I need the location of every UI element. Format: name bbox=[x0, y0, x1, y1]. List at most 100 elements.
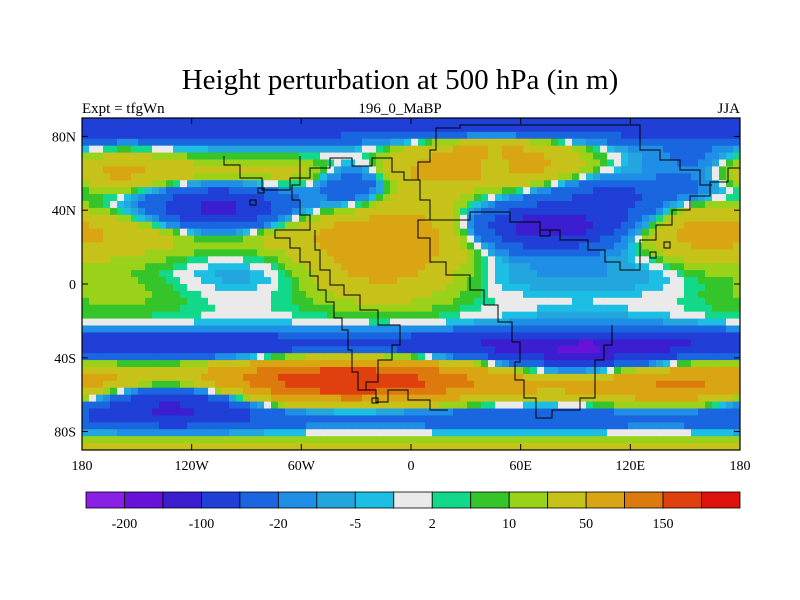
field-cell bbox=[502, 228, 510, 237]
field-cell bbox=[334, 394, 342, 403]
field-cell bbox=[306, 325, 314, 334]
field-cell bbox=[229, 408, 237, 417]
field-cell bbox=[663, 360, 671, 368]
field-cell bbox=[355, 138, 363, 147]
field-cell bbox=[376, 443, 384, 450]
field-cell bbox=[551, 394, 559, 403]
field-cell bbox=[299, 235, 307, 244]
field-cell bbox=[684, 394, 692, 403]
field-cell bbox=[131, 214, 139, 223]
field-cell bbox=[299, 304, 307, 313]
field-cell bbox=[292, 159, 300, 168]
field-cell bbox=[229, 429, 237, 437]
field-cell bbox=[670, 166, 678, 174]
field-cell bbox=[537, 270, 545, 278]
field-cell bbox=[404, 380, 412, 389]
field-cell bbox=[712, 387, 720, 396]
field-cell bbox=[89, 284, 97, 292]
field-cell bbox=[663, 249, 671, 257]
field-cell bbox=[334, 353, 342, 361]
field-cell bbox=[684, 214, 692, 223]
field-cell bbox=[124, 353, 132, 361]
field-cell bbox=[502, 145, 510, 154]
field-cell bbox=[656, 277, 664, 285]
field-cell bbox=[418, 221, 426, 230]
field-cell bbox=[341, 387, 349, 396]
field-cell bbox=[376, 152, 384, 161]
field-cell bbox=[691, 332, 699, 340]
field-cell bbox=[306, 145, 314, 154]
field-cell bbox=[453, 394, 461, 403]
field-cell bbox=[334, 325, 342, 334]
field-cell bbox=[614, 360, 622, 368]
field-cell bbox=[180, 124, 188, 133]
field-cell bbox=[544, 401, 552, 410]
field-cell bbox=[474, 325, 482, 334]
field-cell bbox=[334, 249, 342, 257]
field-cell bbox=[439, 235, 447, 244]
field-cell bbox=[194, 380, 202, 389]
field-cell bbox=[362, 360, 370, 368]
field-cell bbox=[138, 360, 146, 368]
field-cell bbox=[453, 284, 461, 292]
field-cell bbox=[607, 201, 615, 209]
field-cell bbox=[474, 297, 482, 306]
field-cell bbox=[138, 318, 146, 327]
field-cell bbox=[537, 249, 545, 257]
field-cell bbox=[614, 201, 622, 209]
field-cell bbox=[292, 166, 300, 174]
field-cell bbox=[145, 387, 153, 396]
field-cell bbox=[159, 332, 167, 340]
field-cell bbox=[82, 367, 90, 375]
field-cell bbox=[138, 332, 146, 340]
field-cell bbox=[460, 380, 468, 389]
field-cell bbox=[516, 270, 524, 278]
field-cell bbox=[628, 235, 636, 244]
field-cell bbox=[145, 214, 153, 223]
field-cell bbox=[187, 124, 195, 133]
field-cell bbox=[418, 118, 426, 126]
field-cell bbox=[124, 367, 132, 375]
colorbar-box bbox=[547, 491, 587, 509]
field-cell bbox=[565, 173, 573, 181]
field-cell bbox=[523, 263, 531, 271]
field-cell bbox=[607, 124, 615, 133]
field-cell bbox=[677, 304, 685, 313]
field-cell bbox=[488, 124, 496, 133]
field-cell bbox=[327, 401, 335, 410]
field-cell bbox=[411, 339, 419, 347]
field-cell bbox=[579, 166, 587, 174]
field-cell bbox=[222, 353, 230, 361]
field-cell bbox=[236, 332, 244, 340]
field-cell bbox=[341, 311, 349, 320]
field-cell bbox=[138, 387, 146, 396]
field-cell bbox=[558, 263, 566, 271]
field-cell bbox=[551, 131, 559, 140]
field-cell bbox=[173, 318, 181, 327]
field-cell bbox=[663, 187, 671, 195]
field-cell bbox=[474, 187, 482, 195]
field-cell bbox=[348, 304, 356, 313]
field-cell bbox=[257, 367, 265, 375]
field-cell bbox=[376, 290, 384, 299]
field-cell bbox=[145, 290, 153, 299]
field-cell bbox=[341, 443, 349, 450]
field-cell bbox=[390, 380, 398, 389]
field-cell bbox=[152, 346, 160, 354]
field-cell bbox=[446, 131, 454, 140]
field-cell bbox=[264, 256, 272, 264]
field-cell bbox=[544, 429, 552, 437]
field-cell bbox=[586, 387, 594, 396]
field-cell bbox=[530, 325, 538, 334]
colorbar-box bbox=[124, 491, 164, 509]
field-cell bbox=[467, 394, 475, 403]
field-cell bbox=[488, 194, 496, 202]
field-cell bbox=[607, 297, 615, 306]
field-cell bbox=[733, 436, 740, 444]
field-cell bbox=[292, 353, 300, 361]
field-cell bbox=[173, 290, 181, 299]
field-cell bbox=[495, 297, 503, 306]
field-cell bbox=[635, 290, 643, 299]
field-cell bbox=[411, 408, 419, 417]
field-cell bbox=[187, 318, 195, 327]
